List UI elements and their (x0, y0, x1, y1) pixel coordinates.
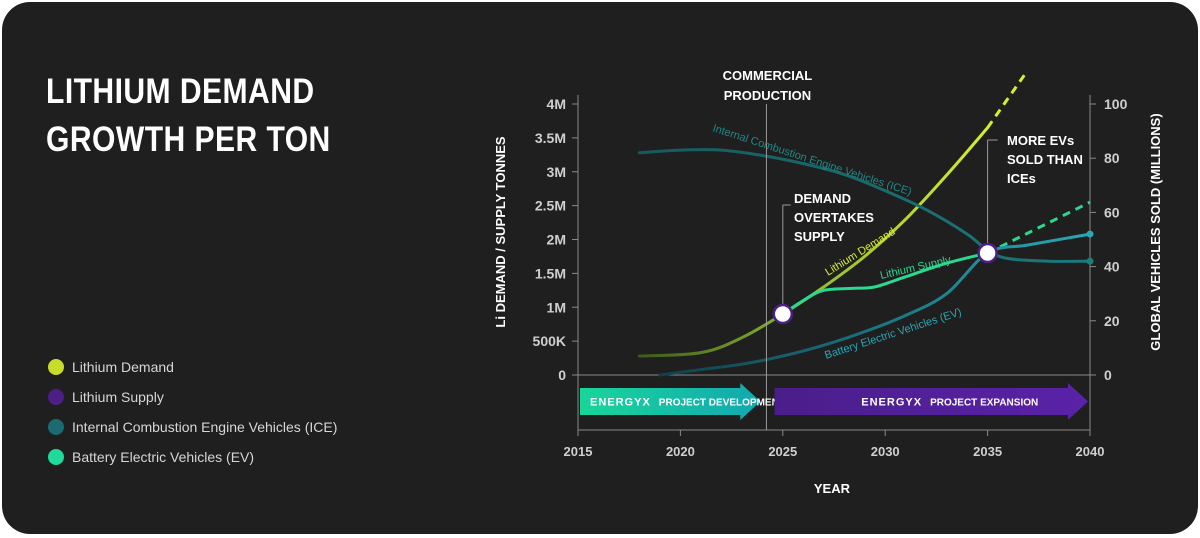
lithium-demand-line (637, 126, 990, 358)
commercial-label-1: COMMERCIAL (723, 68, 813, 83)
legend-item-ice: Internal Combustion Engine Vehicles (ICE… (48, 412, 337, 442)
ice-vehicles-line (637, 148, 1092, 263)
legend-item-demand: Lithium Demand (48, 352, 337, 382)
legend: Lithium Demand Lithium Supply Internal C… (48, 352, 337, 472)
x-tick-label: 2035 (973, 444, 1002, 459)
x-tick-label: 2040 (1076, 444, 1105, 459)
ice-curve-label: Internal Combustion Engine Vehicles (ICE… (711, 122, 913, 198)
lithium-demand-line-projected (986, 74, 1026, 129)
overtake-label-2: OVERTAKES (794, 210, 874, 225)
ev-label-3: ICEs (1007, 171, 1036, 186)
chart-title: LITHIUM DEMAND GROWTH PER TON (46, 68, 407, 164)
y-left-tick-label: 3.5M (535, 130, 566, 146)
title-line-1: LITHIUM DEMAND (46, 72, 315, 111)
legend-label-demand: Lithium Demand (72, 359, 174, 375)
ice-end-dot (1086, 257, 1094, 265)
y-right-tick-label: 40 (1104, 259, 1120, 275)
project-development-bar-label: ENERGYX PROJECT DEVELOPMENT (590, 397, 785, 409)
project-expansion-bar-label: ENERGYX PROJECT EXPANSION (861, 397, 1038, 409)
legend-dot-ev (48, 449, 64, 465)
supply-curve-label: Lithium Supply (879, 254, 952, 282)
lithium-supply-line-projected (986, 200, 1091, 255)
y-left-tick-label: 4M (547, 96, 566, 112)
ev-vehicles-line (658, 232, 1092, 377)
x-axis-title: YEAR (814, 481, 851, 496)
overtake-label-3: SUPPLY (794, 229, 845, 244)
y-right-tick-label: 60 (1104, 204, 1120, 220)
x-tick-label: 2020 (666, 444, 695, 459)
x-tick-label: 2015 (564, 444, 593, 459)
ev-curve-label: Battery Electric Vehicles (EV) (823, 306, 963, 362)
y-left-tick-label: 2M (547, 232, 566, 248)
legend-dot-supply (48, 389, 64, 405)
legend-dot-ice (48, 419, 64, 435)
y-right-tick-label: 100 (1104, 96, 1128, 112)
ev-end-dot (1086, 230, 1094, 238)
commercial-label-2: PRODUCTION (724, 88, 811, 103)
project-expansion-bar (774, 383, 1088, 420)
y-left-tick-label: 0 (558, 367, 566, 383)
y-left-tick-label: 3M (547, 164, 566, 180)
ev-label-2: SOLD THAN (1007, 152, 1083, 167)
lithium-supply-line (781, 251, 990, 316)
overtake-label-1: DEMAND (794, 191, 851, 206)
x-tick-label: 2030 (871, 444, 900, 459)
y-left-axis-title: Li DEMAND / SUPPLY TONNES (493, 136, 508, 328)
y-left-tick-label: 1M (547, 299, 566, 315)
legend-label-ice: Internal Combustion Engine Vehicles (ICE… (72, 419, 338, 435)
legend-item-ev: Battery Electric Vehicles (EV) (48, 442, 337, 472)
y-left-tick-label: 2.5M (535, 198, 566, 214)
y-left-tick-label: 1.5M (535, 265, 566, 281)
y-right-tick-label: 20 (1104, 313, 1120, 329)
legend-label-ev: Battery Electric Vehicles (EV) (72, 449, 255, 465)
legend-label-supply: Lithium Supply (72, 389, 164, 405)
y-right-tick-label: 80 (1104, 150, 1120, 166)
title-line-2: GROWTH PER TON (46, 120, 331, 159)
legend-dot-demand (48, 359, 64, 375)
overtake-marker (772, 303, 794, 325)
ev-label-1: MORE EVs (1007, 133, 1074, 148)
ev-marker (977, 242, 998, 264)
x-tick-label: 2025 (768, 444, 797, 459)
y-left-tick-label: 500K (533, 333, 566, 349)
y-right-tick-label: 0 (1104, 367, 1112, 383)
y-right-axis-title: GLOBAL VEHICLES SOLD (MILLIONS) (1148, 113, 1163, 350)
legend-item-supply: Lithium Supply (48, 382, 337, 412)
project-development-bar (580, 383, 761, 420)
